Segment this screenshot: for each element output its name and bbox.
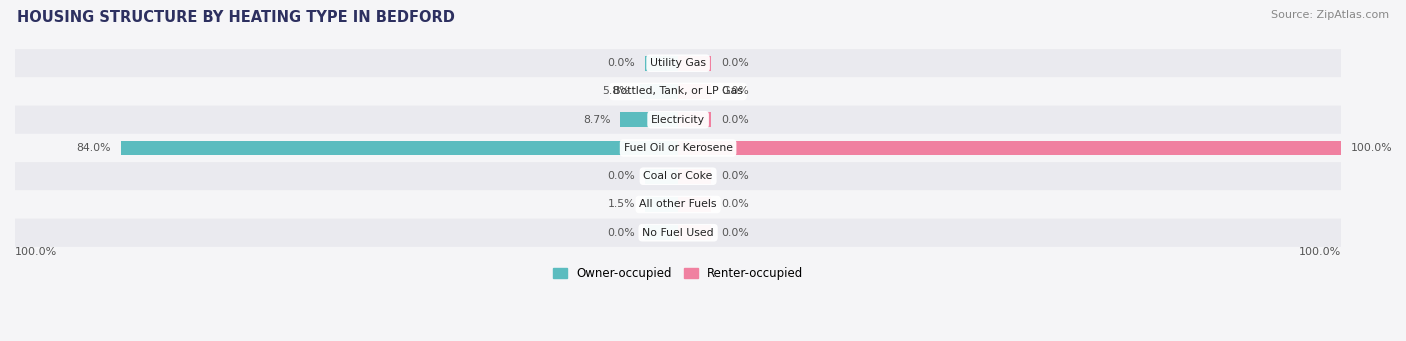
Text: 0.0%: 0.0% xyxy=(721,115,749,125)
Text: Utility Gas: Utility Gas xyxy=(650,58,706,68)
FancyBboxPatch shape xyxy=(15,219,1341,247)
Legend: Owner-occupied, Renter-occupied: Owner-occupied, Renter-occupied xyxy=(548,262,808,284)
Bar xyxy=(640,84,678,99)
Text: 1.5%: 1.5% xyxy=(607,199,636,209)
Text: Coal or Coke: Coal or Coke xyxy=(644,171,713,181)
FancyBboxPatch shape xyxy=(15,106,1341,134)
Text: 0.0%: 0.0% xyxy=(607,228,636,238)
Text: Bottled, Tank, or LP Gas: Bottled, Tank, or LP Gas xyxy=(613,87,742,97)
Text: 5.8%: 5.8% xyxy=(602,87,630,97)
Text: 0.0%: 0.0% xyxy=(721,199,749,209)
Bar xyxy=(121,140,678,155)
Bar xyxy=(678,56,711,71)
FancyBboxPatch shape xyxy=(15,134,1341,162)
Text: 0.0%: 0.0% xyxy=(607,58,636,68)
Text: 0.0%: 0.0% xyxy=(607,171,636,181)
Text: Source: ZipAtlas.com: Source: ZipAtlas.com xyxy=(1271,10,1389,20)
Bar xyxy=(645,169,678,183)
Bar xyxy=(620,113,678,127)
Bar xyxy=(645,225,678,240)
Bar xyxy=(645,56,678,71)
Bar xyxy=(678,113,711,127)
Bar xyxy=(678,197,711,212)
Bar xyxy=(645,197,678,212)
Text: 100.0%: 100.0% xyxy=(15,247,58,257)
FancyBboxPatch shape xyxy=(15,49,1341,77)
Text: Electricity: Electricity xyxy=(651,115,704,125)
Text: HOUSING STRUCTURE BY HEATING TYPE IN BEDFORD: HOUSING STRUCTURE BY HEATING TYPE IN BED… xyxy=(17,10,454,25)
FancyBboxPatch shape xyxy=(15,162,1341,190)
FancyBboxPatch shape xyxy=(15,190,1341,219)
Bar xyxy=(678,169,711,183)
Text: 100.0%: 100.0% xyxy=(1351,143,1393,153)
Text: 84.0%: 84.0% xyxy=(77,143,111,153)
Bar xyxy=(678,225,711,240)
Text: 0.0%: 0.0% xyxy=(721,228,749,238)
Bar xyxy=(678,84,711,99)
Text: Fuel Oil or Kerosene: Fuel Oil or Kerosene xyxy=(624,143,733,153)
FancyBboxPatch shape xyxy=(15,77,1341,106)
Text: All other Fuels: All other Fuels xyxy=(640,199,717,209)
Text: 0.0%: 0.0% xyxy=(721,171,749,181)
Text: No Fuel Used: No Fuel Used xyxy=(643,228,714,238)
Bar xyxy=(678,140,1341,155)
Text: 8.7%: 8.7% xyxy=(583,115,610,125)
Text: 100.0%: 100.0% xyxy=(1299,247,1341,257)
Text: 0.0%: 0.0% xyxy=(721,58,749,68)
Text: 0.0%: 0.0% xyxy=(721,87,749,97)
